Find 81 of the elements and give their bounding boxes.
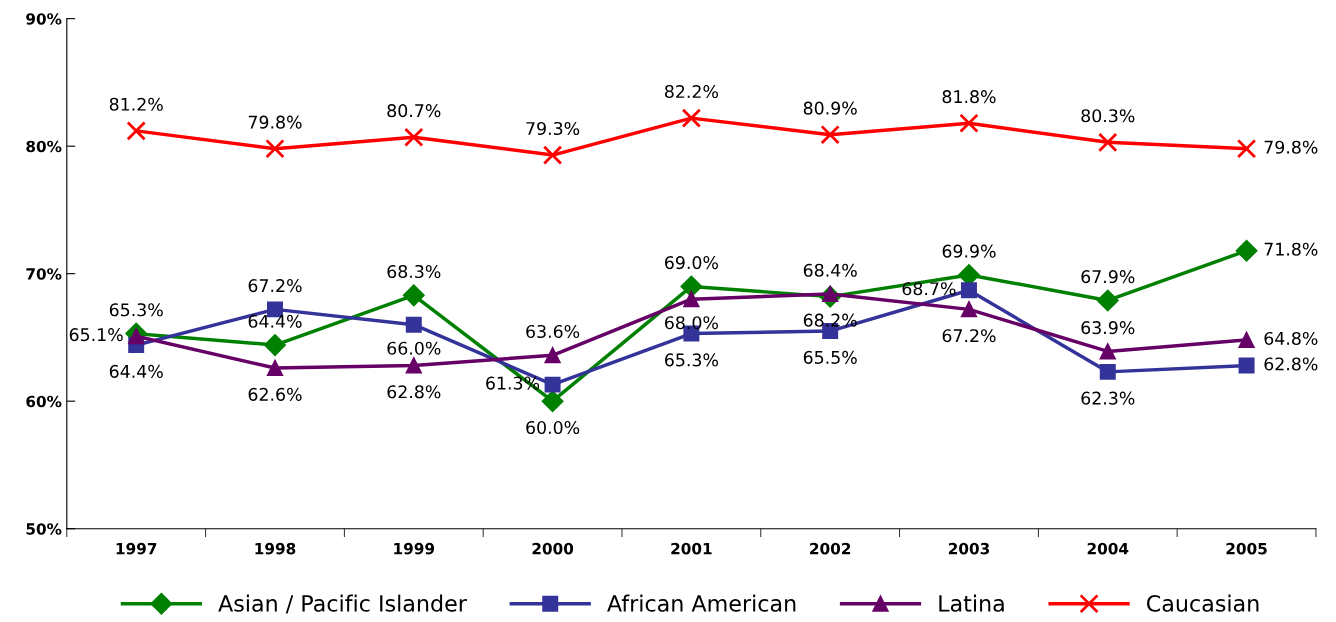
data-label: 63.6% bbox=[526, 324, 580, 339]
data-label: 79.8% bbox=[1264, 140, 1318, 154]
data-label: 79.8% bbox=[248, 115, 302, 129]
x-tick-label: 2000 bbox=[532, 542, 574, 555]
point bbox=[960, 282, 977, 299]
point bbox=[126, 121, 146, 141]
point bbox=[681, 108, 702, 128]
data-label: 68.0% bbox=[665, 316, 718, 330]
data-label: 67.9% bbox=[1081, 270, 1135, 284]
data-label: 66.0% bbox=[387, 341, 441, 355]
point bbox=[1096, 289, 1119, 312]
data-label: 71.8% bbox=[1264, 242, 1318, 256]
x-tick-label: 1998 bbox=[255, 542, 296, 555]
data-label: 65.3% bbox=[665, 353, 718, 367]
point bbox=[1099, 343, 1116, 360]
data-label: 68.2% bbox=[803, 313, 857, 327]
x-tick-label: 1997 bbox=[116, 542, 157, 555]
y-tick-label: 70% bbox=[26, 268, 62, 280]
data-label: 69.0% bbox=[665, 256, 718, 270]
point bbox=[820, 124, 840, 145]
data-label: 67.2% bbox=[248, 279, 302, 293]
data-label: 68.4% bbox=[803, 263, 857, 277]
data-label: 82.2% bbox=[664, 84, 718, 99]
point bbox=[1099, 363, 1116, 380]
data-label: 62.3% bbox=[1081, 391, 1135, 405]
legend-label: African American bbox=[607, 594, 796, 612]
data-label: 80.3% bbox=[1081, 109, 1135, 123]
point bbox=[680, 275, 703, 298]
x-tick-label: 2002 bbox=[810, 542, 851, 555]
point bbox=[544, 347, 561, 364]
data-label: 60.0% bbox=[526, 420, 580, 435]
data-label: 64.4% bbox=[248, 314, 302, 328]
x-tick-label: 2005 bbox=[1226, 542, 1267, 555]
y-tick-label: 60% bbox=[26, 395, 62, 408]
point bbox=[683, 291, 700, 308]
point bbox=[544, 376, 561, 393]
point bbox=[405, 357, 422, 374]
point bbox=[1235, 239, 1258, 262]
legend-label: Caucasian bbox=[1147, 594, 1259, 612]
x-tick-label: 2004 bbox=[1087, 542, 1129, 555]
point bbox=[541, 390, 564, 413]
x-tick-label: 1999 bbox=[394, 542, 435, 555]
data-label: 67.2% bbox=[942, 329, 996, 343]
point bbox=[1236, 139, 1257, 159]
point bbox=[267, 360, 283, 377]
point bbox=[542, 145, 563, 165]
point bbox=[128, 328, 145, 345]
data-label: 63.9% bbox=[1081, 321, 1135, 335]
legend-label: Latina bbox=[939, 594, 1004, 612]
y-tick-label: 50% bbox=[26, 523, 62, 535]
data-label: 81.2% bbox=[109, 97, 163, 111]
data-label: 64.8% bbox=[1264, 331, 1318, 346]
y-tick-label: 90% bbox=[26, 13, 62, 25]
data-label: 68.3% bbox=[387, 264, 441, 279]
data-label: 81.8% bbox=[942, 90, 996, 104]
point bbox=[1238, 357, 1255, 374]
x-tick-label: 2001 bbox=[671, 542, 712, 555]
data-label: 64.4% bbox=[109, 364, 163, 378]
data-label: 80.7% bbox=[387, 104, 441, 118]
point bbox=[960, 301, 977, 318]
point bbox=[1238, 332, 1255, 348]
point bbox=[405, 316, 422, 333]
point bbox=[959, 113, 979, 133]
x-tick-label: 2003 bbox=[948, 542, 990, 555]
point bbox=[402, 284, 425, 307]
data-label: 79.3% bbox=[526, 121, 580, 136]
legend-label: Asian / Pacific Islander bbox=[218, 594, 467, 614]
data-label: 80.9% bbox=[803, 101, 857, 115]
point bbox=[1098, 132, 1118, 153]
data-label: 68.7% bbox=[902, 282, 956, 296]
y-tick-label: 80% bbox=[26, 140, 62, 153]
data-label: 65.1% bbox=[69, 328, 123, 342]
point bbox=[404, 127, 424, 147]
data-label: 69.9% bbox=[942, 244, 996, 258]
point bbox=[265, 139, 285, 159]
data-label: 65.3% bbox=[109, 303, 163, 317]
data-label: 65.5% bbox=[803, 350, 857, 364]
data-label: 62.8% bbox=[1264, 357, 1318, 371]
data-label: 62.6% bbox=[248, 387, 302, 401]
point bbox=[264, 334, 286, 356]
data-label: 62.8% bbox=[387, 385, 441, 399]
